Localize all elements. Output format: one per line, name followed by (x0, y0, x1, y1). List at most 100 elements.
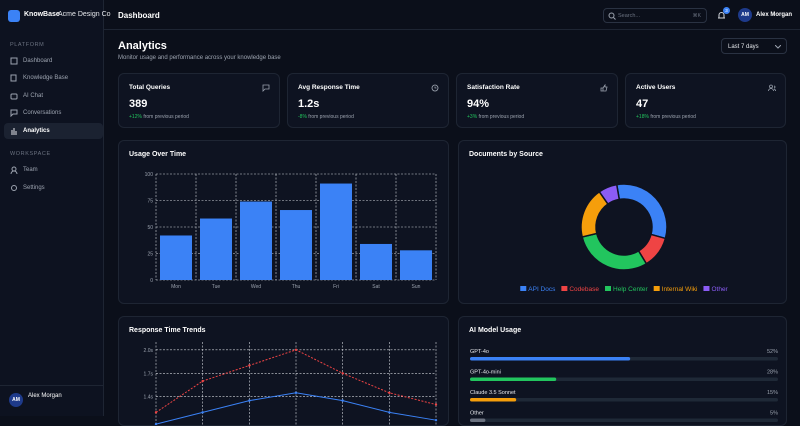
bar (320, 183, 352, 280)
bar (470, 357, 631, 361)
nav-label: Dashboard (23, 58, 53, 64)
chart-card: Documents by Source API Docs Codebase Help… (458, 140, 787, 304)
stat-card: Avg Response Time 1.2s -8% from previous p… (287, 73, 449, 128)
legend-swatch (605, 286, 612, 291)
change-value: +12% (129, 114, 142, 120)
legend-label: Codebase (569, 286, 599, 293)
line-point (294, 348, 298, 352)
avatar: AM (9, 393, 23, 407)
y-tick-label: 2.0s (144, 348, 154, 354)
donut-slice (615, 183, 668, 240)
chart-card: Response Time Trends 1.4s 1.7s 2.0s (118, 316, 449, 426)
change-note: from previous period (308, 114, 354, 120)
line-point (341, 372, 344, 375)
stat-label: Active Users (636, 84, 676, 91)
bar (160, 235, 192, 280)
bar (280, 210, 312, 280)
chart-card: Usage Over Time 0 25 50 75 100 Mon Tue Wed Thu Fr… (118, 140, 449, 304)
line-point (201, 379, 204, 383)
legend-swatch (561, 286, 568, 291)
search-box[interactable]: Search... ⌘K (603, 8, 707, 23)
legend-label: API Docs (528, 286, 556, 293)
stat-change: -8% from previous period (298, 114, 354, 120)
line-point (201, 411, 204, 414)
search-placeholder: Search... (618, 13, 641, 19)
chart: GPT-4o 52% GPT-4o-mini 28% Claude 3.5 Sonnet… (470, 349, 778, 422)
org[interactable]: Acme Design Co (58, 11, 111, 18)
nav-item[interactable]: AI Chat (4, 88, 103, 104)
change-note: from previous period (650, 114, 696, 120)
nav-item[interactable]: Conversations (4, 105, 103, 121)
range-select[interactable]: Last 7 days (721, 38, 787, 54)
bar (470, 418, 486, 422)
stat-label: Satisfaction Rate (467, 84, 520, 91)
bar (470, 398, 517, 402)
value-label: 15% (767, 390, 778, 396)
chart-title: Documents by Source (469, 151, 543, 158)
stat-icon (768, 84, 776, 92)
x-tick-label: Sun (412, 284, 421, 290)
donut-slice (581, 232, 648, 271)
legend-label: Internal Wiki (662, 286, 698, 293)
icon (768, 84, 776, 92)
chart-title: Response Time Trends (129, 327, 206, 334)
bar-track (470, 398, 778, 402)
y-tick-label: 0 (150, 278, 153, 284)
line-point (341, 399, 344, 402)
divider (0, 385, 104, 386)
chart: 0 25 50 75 100 Mon Tue Wed Thu Fri Sat Sun (145, 172, 437, 290)
stat-card: Total Queries 389 +12% from previous perio… (118, 73, 280, 128)
bar (240, 201, 272, 280)
nav-item[interactable]: Team (4, 162, 103, 178)
y-tick-label: 100 (145, 172, 154, 178)
stat-change: +12% from previous period (129, 114, 189, 120)
stat-value: 47 (636, 98, 649, 110)
x-tick-label: Tue (212, 284, 221, 290)
bar (400, 250, 432, 280)
avatar[interactable]: AM (738, 8, 752, 22)
nav-label: Conversations (23, 110, 62, 116)
bell[interactable] (717, 11, 726, 20)
value-label: 28% (767, 370, 778, 376)
bar (360, 243, 392, 280)
stat-card: Active Users 47 +18% from previous period (625, 73, 786, 128)
stat-icon (431, 84, 439, 92)
user-name[interactable]: Alex Morgan (756, 12, 793, 18)
line-point (248, 364, 251, 367)
brand: KnowBase (24, 11, 60, 18)
line-point (434, 418, 438, 422)
stat-label: Total Queries (129, 84, 171, 91)
chart: 1.4s 1.7s 2.0s (144, 342, 438, 425)
stat-icon (600, 84, 608, 92)
nav-item[interactable]: Settings (4, 180, 103, 196)
bar-label: Other (470, 411, 484, 417)
nav-item[interactable]: Dashboard (4, 53, 103, 69)
page-subtitle: Monitor usage and performance across you… (118, 55, 281, 61)
change-value: -8% (298, 114, 307, 120)
stat-value: 1.2s (298, 98, 320, 110)
nav-item[interactable]: Analytics (4, 123, 103, 139)
chart-title: Usage Over Time (129, 151, 187, 158)
nav-label: Team (23, 167, 38, 173)
section-title: WORKSPACE (10, 151, 51, 157)
bar (470, 377, 557, 381)
value-label: 52% (767, 349, 778, 355)
user-name[interactable]: Alex Morgan (28, 393, 62, 399)
page-title: Analytics (118, 40, 167, 52)
x-tick-label: Fri (333, 284, 339, 290)
stat-change: +3% from previous period (467, 114, 524, 120)
line-point (434, 403, 438, 406)
change-note: from previous period (143, 114, 189, 120)
line-point (294, 391, 298, 395)
chart-title: AI Model Usage (469, 327, 522, 334)
bar (200, 218, 232, 280)
bar-label: GPT-4o (470, 349, 489, 355)
nav-item[interactable]: Knowledge Base (4, 70, 103, 86)
nav-label: Analytics (23, 128, 50, 134)
value-label: 5% (770, 411, 778, 417)
shortcut: ⌘K (692, 13, 701, 19)
y-tick-label: 25 (147, 252, 153, 258)
legend: API Docs Codebase Help Center Internal Wiki… (520, 286, 729, 293)
y-tick-label: 50 (147, 225, 153, 231)
y-tick-label: 1.7s (144, 371, 154, 377)
